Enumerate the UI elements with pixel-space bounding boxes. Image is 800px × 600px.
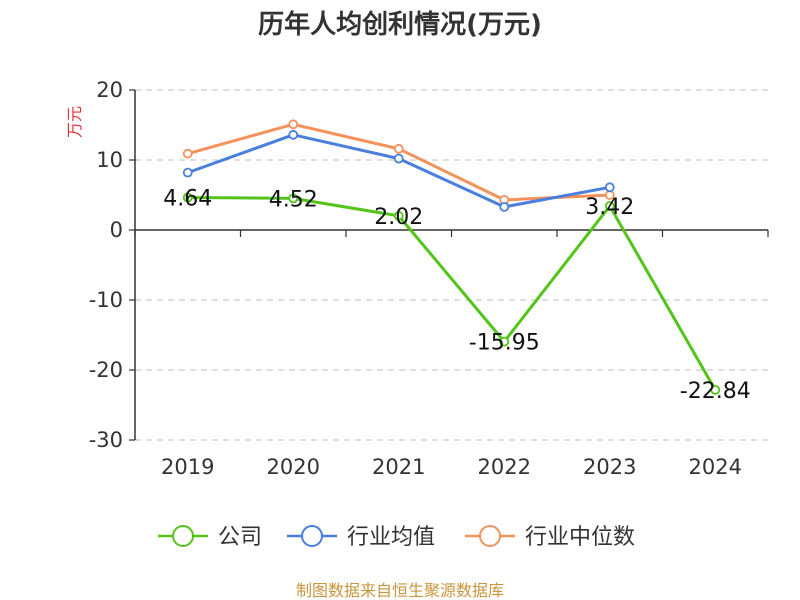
data-point: [499, 201, 510, 212]
data-point: [393, 143, 404, 154]
data-point: [288, 119, 299, 130]
data-label: -15.95: [469, 331, 540, 356]
data-point: [288, 193, 299, 204]
data-labels: 4.64 4.52 2.02 -15.95 3.42 -22.84: [163, 187, 750, 404]
data-label: -22.84: [680, 379, 751, 404]
data-point: [499, 336, 510, 347]
data-label: 3.42: [585, 195, 634, 220]
x-tick-labels: 2019 2020 2021 2022 2023 2024: [161, 455, 742, 479]
data-point: [288, 129, 299, 140]
data-label: 4.64: [163, 187, 212, 212]
data-point: [604, 201, 615, 211]
x-tick-label: 2023: [583, 455, 636, 479]
y-tick-label: 20: [96, 78, 123, 102]
data-point: [393, 153, 404, 164]
data-point: [604, 182, 615, 193]
y-tick-label: 10: [96, 148, 123, 172]
source-note: 制图数据来自恒生聚源数据库: [296, 581, 504, 600]
data-label: 4.52: [269, 187, 318, 212]
y-tick-label: -30: [89, 428, 123, 452]
legend-marker: [479, 525, 501, 547]
x-tick-label: 2021: [372, 455, 425, 479]
legend-marker: [301, 525, 323, 547]
legend-marker: [172, 525, 194, 547]
data-point: [182, 167, 193, 178]
legend-label: 行业中位数: [525, 525, 635, 550]
axes: [129, 89, 769, 441]
data-point: [182, 148, 193, 159]
data-label: 2.02: [374, 205, 423, 230]
y-tick-label: -20: [89, 358, 123, 382]
y-tick-label: -10: [89, 288, 123, 312]
x-tick-label: 2019: [161, 455, 214, 479]
legend-label: 行业均值: [347, 525, 435, 550]
x-tick-label: 2024: [689, 455, 742, 479]
y-axis-label: 万元: [65, 106, 84, 138]
data-point: [710, 384, 721, 395]
y-tick-label: 0: [110, 218, 123, 242]
x-tick-label: 2020: [267, 455, 320, 479]
legend: 公司 行业均值 行业中位数: [158, 525, 635, 550]
series-line-0: [187, 196, 717, 391]
chart-title: 历年人均创利情况(万元): [258, 9, 542, 40]
y-tick-labels: 20 10 0 -10 -20 -30: [89, 78, 123, 452]
legend-label: 公司: [218, 525, 262, 550]
series-group: [182, 119, 721, 395]
data-point: [393, 210, 404, 221]
x-tick-label: 2022: [478, 455, 531, 479]
data-point: [182, 192, 193, 203]
